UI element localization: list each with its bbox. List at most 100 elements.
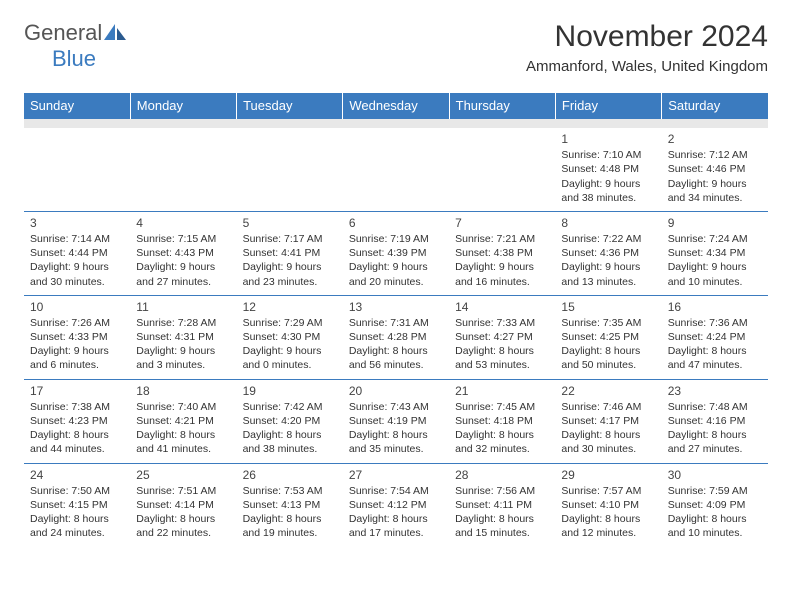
sunrise-text: Sunrise: 7:28 AM	[136, 316, 230, 330]
sunset-text: Sunset: 4:28 PM	[349, 330, 443, 344]
day-cell: 3Sunrise: 7:14 AMSunset: 4:44 PMDaylight…	[24, 211, 130, 295]
daylight-text: Daylight: 8 hours	[668, 344, 762, 358]
sunrise-text: Sunrise: 7:26 AM	[30, 316, 124, 330]
daylight-text: and 10 minutes.	[668, 275, 762, 289]
sunset-text: Sunset: 4:27 PM	[455, 330, 549, 344]
sunset-text: Sunset: 4:11 PM	[455, 498, 549, 512]
daylight-text: and 23 minutes.	[243, 275, 337, 289]
location-text: Ammanford, Wales, United Kingdom	[526, 58, 768, 75]
day-number: 29	[561, 467, 655, 483]
day-cell: 5Sunrise: 7:17 AMSunset: 4:41 PMDaylight…	[237, 211, 343, 295]
day-number: 24	[30, 467, 124, 483]
daylight-text: and 20 minutes.	[349, 275, 443, 289]
sunset-text: Sunset: 4:34 PM	[668, 246, 762, 260]
sunset-text: Sunset: 4:21 PM	[136, 414, 230, 428]
daylight-text: and 53 minutes.	[455, 358, 549, 372]
day-number: 28	[455, 467, 549, 483]
day-number: 9	[668, 215, 762, 231]
day-number: 4	[136, 215, 230, 231]
day-cell: 14Sunrise: 7:33 AMSunset: 4:27 PMDayligh…	[449, 295, 555, 379]
sunset-text: Sunset: 4:33 PM	[30, 330, 124, 344]
daylight-text: Daylight: 8 hours	[349, 512, 443, 526]
day-cell: 12Sunrise: 7:29 AMSunset: 4:30 PMDayligh…	[237, 295, 343, 379]
empty-cell	[237, 128, 343, 211]
daylight-text: Daylight: 8 hours	[349, 428, 443, 442]
daylight-text: and 47 minutes.	[668, 358, 762, 372]
daylight-text: and 30 minutes.	[561, 442, 655, 456]
sunset-text: Sunset: 4:18 PM	[455, 414, 549, 428]
day-cell: 30Sunrise: 7:59 AMSunset: 4:09 PMDayligh…	[662, 463, 768, 546]
sunset-text: Sunset: 4:09 PM	[668, 498, 762, 512]
day-cell: 18Sunrise: 7:40 AMSunset: 4:21 PMDayligh…	[130, 379, 236, 463]
sunset-text: Sunset: 4:31 PM	[136, 330, 230, 344]
day-cell: 4Sunrise: 7:15 AMSunset: 4:43 PMDaylight…	[130, 211, 236, 295]
day-number: 26	[243, 467, 337, 483]
sunrise-text: Sunrise: 7:53 AM	[243, 484, 337, 498]
sail-icon	[104, 24, 126, 40]
day-number: 13	[349, 299, 443, 315]
daylight-text: Daylight: 8 hours	[561, 344, 655, 358]
daylight-text: Daylight: 9 hours	[561, 260, 655, 274]
sunrise-text: Sunrise: 7:43 AM	[349, 400, 443, 414]
day-cell: 22Sunrise: 7:46 AMSunset: 4:17 PMDayligh…	[555, 379, 661, 463]
day-cell: 17Sunrise: 7:38 AMSunset: 4:23 PMDayligh…	[24, 379, 130, 463]
daylight-text: Daylight: 8 hours	[561, 512, 655, 526]
day-number: 22	[561, 383, 655, 399]
sunset-text: Sunset: 4:39 PM	[349, 246, 443, 260]
day-cell: 9Sunrise: 7:24 AMSunset: 4:34 PMDaylight…	[662, 211, 768, 295]
daylight-text: Daylight: 8 hours	[136, 428, 230, 442]
day-cell: 15Sunrise: 7:35 AMSunset: 4:25 PMDayligh…	[555, 295, 661, 379]
sunrise-text: Sunrise: 7:14 AM	[30, 232, 124, 246]
sunset-text: Sunset: 4:19 PM	[349, 414, 443, 428]
day-cell: 24Sunrise: 7:50 AMSunset: 4:15 PMDayligh…	[24, 463, 130, 546]
day-cell: 11Sunrise: 7:28 AMSunset: 4:31 PMDayligh…	[130, 295, 236, 379]
sunset-text: Sunset: 4:41 PM	[243, 246, 337, 260]
sunset-text: Sunset: 4:14 PM	[136, 498, 230, 512]
daylight-text: Daylight: 8 hours	[349, 344, 443, 358]
day-cell: 27Sunrise: 7:54 AMSunset: 4:12 PMDayligh…	[343, 463, 449, 546]
day-cell: 7Sunrise: 7:21 AMSunset: 4:38 PMDaylight…	[449, 211, 555, 295]
day-number: 14	[455, 299, 549, 315]
daylight-text: and 44 minutes.	[30, 442, 124, 456]
day-number: 3	[30, 215, 124, 231]
day-number: 1	[561, 131, 655, 147]
daylight-text: Daylight: 8 hours	[455, 344, 549, 358]
day-cell: 25Sunrise: 7:51 AMSunset: 4:14 PMDayligh…	[130, 463, 236, 546]
calendar-table: SundayMondayTuesdayWednesdayThursdayFrid…	[24, 93, 768, 546]
sunrise-text: Sunrise: 7:59 AM	[668, 484, 762, 498]
day-number: 30	[668, 467, 762, 483]
sunset-text: Sunset: 4:15 PM	[30, 498, 124, 512]
sunset-text: Sunset: 4:30 PM	[243, 330, 337, 344]
day-number: 20	[349, 383, 443, 399]
day-cell: 29Sunrise: 7:57 AMSunset: 4:10 PMDayligh…	[555, 463, 661, 546]
day-cell: 23Sunrise: 7:48 AMSunset: 4:16 PMDayligh…	[662, 379, 768, 463]
daylight-text: and 3 minutes.	[136, 358, 230, 372]
sunrise-text: Sunrise: 7:50 AM	[30, 484, 124, 498]
day-number: 25	[136, 467, 230, 483]
day-cell: 26Sunrise: 7:53 AMSunset: 4:13 PMDayligh…	[237, 463, 343, 546]
day-header: Friday	[555, 93, 661, 119]
sunrise-text: Sunrise: 7:54 AM	[349, 484, 443, 498]
day-cell: 8Sunrise: 7:22 AMSunset: 4:36 PMDaylight…	[555, 211, 661, 295]
daylight-text: and 27 minutes.	[668, 442, 762, 456]
day-number: 15	[561, 299, 655, 315]
daylight-text: Daylight: 8 hours	[30, 428, 124, 442]
daylight-text: and 0 minutes.	[243, 358, 337, 372]
daylight-text: Daylight: 9 hours	[243, 260, 337, 274]
month-title: November 2024	[526, 20, 768, 54]
brand-logo: General Blue	[24, 20, 126, 72]
daylight-text: and 35 minutes.	[349, 442, 443, 456]
sunrise-text: Sunrise: 7:29 AM	[243, 316, 337, 330]
day-number: 6	[349, 215, 443, 231]
day-number: 17	[30, 383, 124, 399]
daylight-text: Daylight: 8 hours	[243, 512, 337, 526]
daylight-text: and 24 minutes.	[30, 526, 124, 540]
day-number: 11	[136, 299, 230, 315]
sunrise-text: Sunrise: 7:35 AM	[561, 316, 655, 330]
day-cell: 19Sunrise: 7:42 AMSunset: 4:20 PMDayligh…	[237, 379, 343, 463]
sunrise-text: Sunrise: 7:19 AM	[349, 232, 443, 246]
day-number: 7	[455, 215, 549, 231]
daylight-text: Daylight: 9 hours	[349, 260, 443, 274]
sunrise-text: Sunrise: 7:22 AM	[561, 232, 655, 246]
week-row: 1Sunrise: 7:10 AMSunset: 4:48 PMDaylight…	[24, 128, 768, 211]
